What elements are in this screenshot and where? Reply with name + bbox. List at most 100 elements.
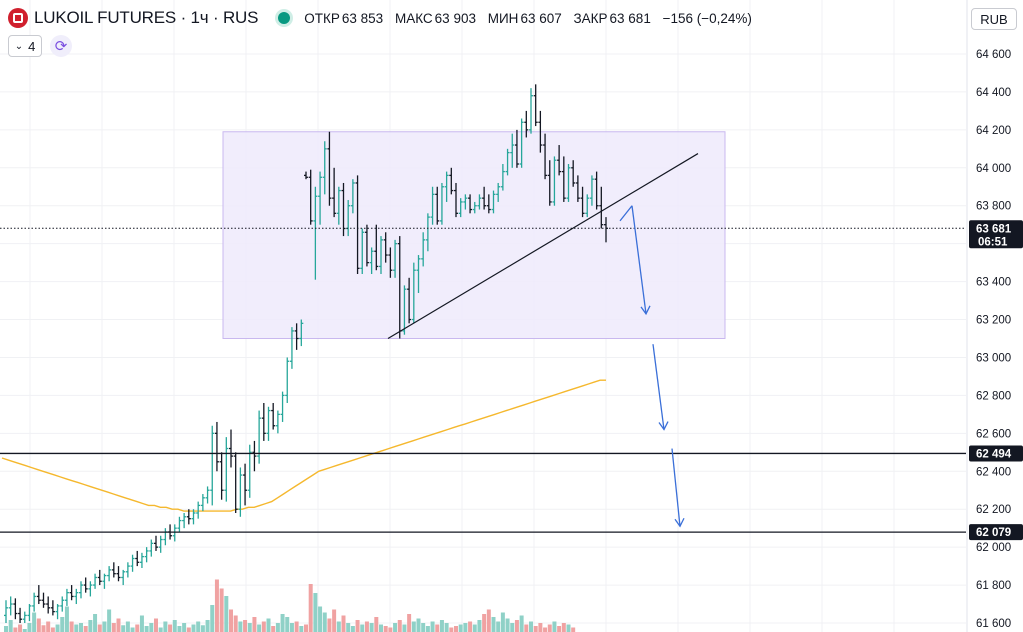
ohlc-bar [524,110,529,138]
volume-bar [482,614,487,632]
ohlc-bar [294,323,299,350]
ohlc-bar [435,186,440,225]
ohlc-bar [566,164,571,202]
volume-bar [468,621,473,632]
volume-bar [435,624,440,632]
symbol-title[interactable]: LUKOIL FUTURES · 1ч · RUS [34,8,259,27]
ohlc-bar [280,391,285,422]
projection-arrow-segment [631,205,647,314]
volume-bar [88,620,93,632]
ohlc-bar [304,171,308,180]
volume-bar [261,621,266,632]
low-label: МИН [487,10,519,26]
volume-bar [271,626,276,632]
volume-bar [299,626,304,632]
price-tag-bg [969,220,1023,249]
market-status-icon[interactable] [278,12,291,24]
volume-bar [64,606,69,632]
volume-bar [168,624,173,632]
ohlc-bar [369,247,374,275]
volume-bar [257,624,262,632]
ohlc-bar [243,463,248,506]
volume-bar [93,614,98,632]
ohlc-bar [575,175,580,202]
projection-arrow-segment [619,205,633,222]
ohlc-bar [402,285,407,335]
ohlc-bar [557,145,562,176]
volume-bar [139,615,144,632]
change-value: −156 (−0,24%) [662,10,752,26]
price-tick-label: 64 000 [976,163,1011,175]
ohlc-bar [416,255,421,293]
volume-bar [252,617,257,632]
volume-bar [210,605,215,632]
volume-bar [360,624,365,632]
arrowhead-icon [674,517,685,528]
volume-bar [463,623,468,632]
ohlc-bar [116,566,121,582]
currency-button[interactable]: RUB [971,8,1017,30]
volume-bar [327,618,332,632]
volume-bar [55,624,60,632]
price-tick-label: 63 000 [976,352,1011,364]
volume-bar [285,617,290,632]
indicator-row: ⌄ 4 ⟳ [8,35,72,57]
ohlc-bar [411,262,416,324]
countdown-label: 06:51 [978,236,1008,248]
ohlc-bar [22,611,27,623]
price-tag-value: 63 681 [976,223,1012,235]
ohlc-bar [32,592,37,612]
ohlc-bar [486,194,491,214]
volume-bar [364,621,369,632]
volume-bar [491,617,496,632]
volume-bar [355,620,360,632]
volume-bar [543,627,548,632]
ohlc-bar [318,171,323,225]
ohlc-bar [214,421,219,472]
volume-bar [196,621,201,632]
ohlc-bar [580,186,585,218]
ohlc-bar [308,169,313,225]
ohlc-bar [41,592,46,608]
volume-bar [294,621,299,632]
refresh-icon[interactable]: ⟳ [50,35,72,57]
volume-bar [18,624,23,632]
volume-bar [69,621,74,632]
volume-bar [430,621,435,632]
volume-bar [308,584,313,632]
ohlc-bar [257,410,262,464]
ohlc-bar [561,156,566,202]
volume-bar [421,623,426,632]
volume-bar [449,627,454,632]
volume-bar [514,620,519,632]
price-tag-bg [969,445,1023,462]
volume-bar [524,624,529,632]
ohlc-bar [4,600,8,623]
price-tick-label: 62 400 [976,466,1011,478]
indicators-toggle-button[interactable]: ⌄ 4 [8,35,42,57]
ohlc-bar [149,539,154,557]
volume-bar [191,624,196,632]
ohlc-bar [238,467,243,517]
ohlc-bar [374,224,379,271]
open-value: 63 853 [341,10,384,26]
volume-bar [27,623,32,632]
ohlc-bar [468,194,473,214]
volume-bar [280,614,285,632]
ohlc-bar [360,228,365,275]
ohlc-bar [13,598,18,620]
trendline [387,153,699,340]
ohlc-bar [496,182,501,202]
volume-bar [332,609,337,632]
ohlc-bar [350,179,355,214]
volume-bar [149,623,154,632]
price-tick-label: 63 800 [976,201,1011,213]
volume-bar [505,618,510,632]
volume-bar [477,620,482,632]
ohlc-bar [135,550,140,567]
ohlc-bar [196,501,201,519]
close-value: 63 681 [609,10,651,26]
volume-bar [304,624,308,632]
